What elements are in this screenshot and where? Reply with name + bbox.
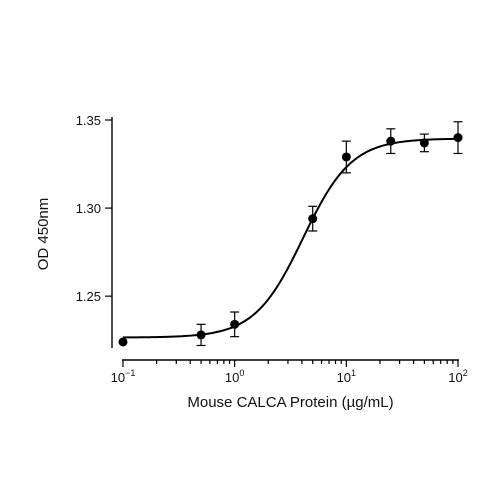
x-axis-ticks: 10−1 100 101 102 — [111, 360, 468, 385]
x-tick-base: 10 — [448, 370, 462, 385]
y-tick-label: 1.30 — [76, 201, 101, 216]
y-tick-label: 1.25 — [76, 289, 101, 304]
x-axis-title: Mouse CALCA Protein (µg/mL) — [187, 394, 393, 411]
data-point — [386, 136, 396, 146]
x-tick-exponent: 2 — [463, 368, 468, 378]
x-tick-label: 100 — [225, 368, 244, 385]
x-tick-base: 10 — [225, 370, 239, 385]
x-tick-base: 10 — [337, 370, 351, 385]
x-tick-label: 10−1 — [111, 368, 136, 385]
x-tick-label: 102 — [448, 368, 467, 385]
data-point — [341, 152, 351, 162]
error-bars — [196, 121, 463, 347]
fit-curve — [122, 137, 459, 339]
x-tick-base: 10 — [111, 370, 125, 385]
x-tick-exponent: −1 — [125, 368, 135, 378]
data-point — [453, 133, 463, 143]
data-point — [118, 337, 128, 347]
y-tick-label: 1.35 — [76, 113, 101, 128]
data-points — [118, 133, 463, 347]
x-tick-exponent: 1 — [351, 368, 356, 378]
y-axis-ticks: 1.25 1.30 1.35 — [76, 113, 112, 304]
data-point — [230, 319, 240, 329]
data-point — [196, 330, 206, 340]
y-axis-title: OD 450nm — [35, 198, 52, 271]
data-point — [308, 214, 318, 224]
x-tick-label: 101 — [337, 368, 356, 385]
axes — [111, 117, 459, 361]
x-tick-exponent: 0 — [239, 368, 244, 378]
data-point — [419, 138, 429, 148]
